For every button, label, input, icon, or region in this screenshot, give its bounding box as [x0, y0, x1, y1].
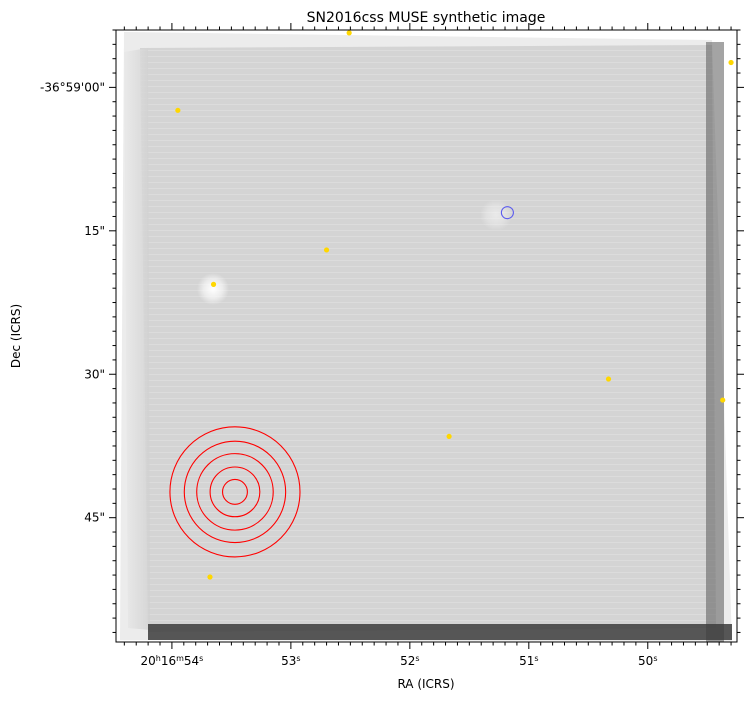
- image-left-edge: [124, 48, 150, 630]
- x-tick-value: 51: [519, 654, 534, 668]
- x-tick-value: 20: [140, 654, 155, 668]
- y-tick-label: -36°59'00": [40, 80, 105, 94]
- x-tick-value: 53: [281, 654, 296, 668]
- reference-ring-1: [221, 478, 248, 505]
- image-right-dark-band: [706, 42, 724, 642]
- source-point-4: [323, 247, 330, 253]
- image-layer: [116, 30, 737, 642]
- x-tick-unit: h: [156, 654, 161, 663]
- x-tick-unit: s: [534, 654, 538, 663]
- plot-frame: [115, 29, 738, 643]
- source-point-6: [605, 376, 612, 382]
- x-tick-unit: m: [176, 654, 184, 663]
- x-tick-value: 16: [161, 654, 176, 668]
- source-point-7: [720, 397, 726, 403]
- x-tick-label: 51s: [519, 654, 538, 669]
- image-stripes: [140, 48, 716, 632]
- x-tick-label: 53s: [281, 654, 300, 669]
- reference-ring-5: [169, 426, 301, 558]
- sn-host-glow: [480, 199, 512, 231]
- y-tick-label: 15": [84, 224, 105, 238]
- x-tick-label: 52s: [400, 654, 419, 669]
- x-tick-label: 50s: [638, 654, 657, 669]
- x-tick-label: 20h16m54s: [140, 654, 203, 669]
- bright-source-glow: [197, 273, 229, 305]
- source-point-5: [210, 281, 217, 287]
- x-tick-unit: s: [415, 654, 419, 663]
- y-axis-label: Dec (ICRS): [9, 304, 23, 368]
- y-tick-label: 30": [84, 367, 105, 381]
- reference-ring-3: [196, 453, 274, 531]
- image-bottom-dark-band: [148, 624, 732, 640]
- source-point-3: [175, 107, 181, 113]
- source-point-2: [728, 59, 734, 66]
- x-tick-value: 54: [184, 654, 199, 668]
- reference-ring-4: [183, 440, 287, 544]
- ticks-layer: 20h16m54s 53s 52s 51s 50s-36°59'00"15"30"45": [40, 23, 744, 668]
- source-point-1: [346, 30, 352, 36]
- x-tick-value: 52: [400, 654, 415, 668]
- source-point-8: [446, 433, 452, 440]
- chart-title: SN2016css MUSE synthetic image: [307, 10, 546, 26]
- overlays-layer: [169, 30, 734, 580]
- x-tick-unit: s: [653, 654, 657, 663]
- reference-ring-2: [209, 466, 261, 518]
- x-tick-value: 50: [638, 654, 653, 668]
- source-point-9: [207, 574, 213, 580]
- y-tick-label: 45": [84, 511, 105, 525]
- x-axis-label: RA (ICRS): [397, 677, 454, 691]
- x-tick-unit: s: [296, 654, 300, 663]
- sn-position-marker: [500, 206, 514, 220]
- x-tick-unit: s: [199, 654, 203, 663]
